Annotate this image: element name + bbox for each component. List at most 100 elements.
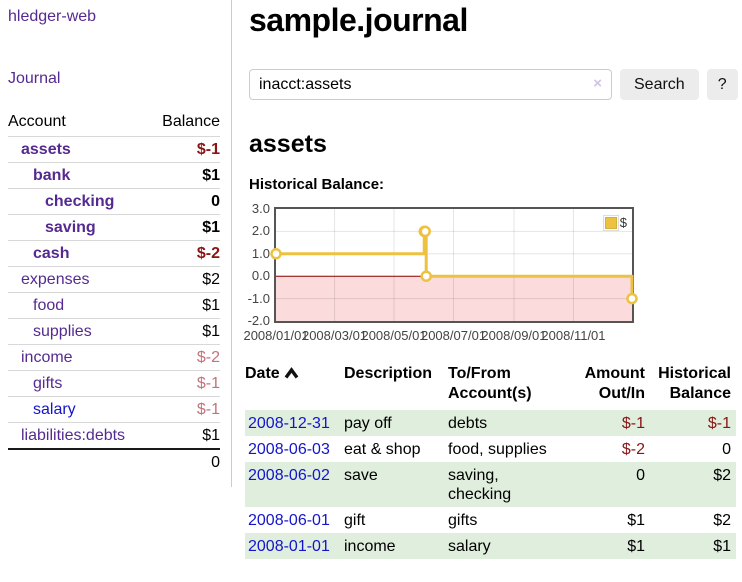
date-link[interactable]: 2008-01-01	[248, 538, 330, 555]
register-table: Date Description To/From Account(s) Amou…	[245, 362, 736, 559]
account-link-bank[interactable]: bank	[33, 167, 71, 184]
help-button[interactable]: ?	[706, 69, 738, 100]
account-link-assets[interactable]: assets	[21, 141, 71, 158]
date-link[interactable]: 2008-06-02	[248, 467, 330, 484]
x-tick-label: 2008/05/01	[361, 328, 427, 343]
register-row: 2008-06-03 eat & shop food, supplies $-2…	[245, 436, 736, 462]
accounts-header-balance: Balance	[162, 113, 220, 130]
balance-cell: $2	[713, 467, 731, 484]
amount-cell: $-1	[621, 415, 645, 432]
date-link[interactable]: 2008-06-03	[248, 441, 330, 458]
account-balance: 0	[149, 188, 220, 215]
accounts-cell: gifts	[448, 512, 478, 529]
historical-balance-chart[interactable]: $ 3.0 2.0 1.0 0.0 -1.0 -2.0 2008/01/01 2008/03…	[243, 201, 669, 349]
x-tick-label: 2008/01/01	[243, 328, 309, 343]
account-heading: assets	[249, 130, 327, 158]
amount-cell: $1	[627, 512, 645, 529]
balance-cell: $1	[713, 538, 731, 555]
account-balance: $1	[149, 214, 220, 241]
accounts-cell: saving, checking	[448, 467, 512, 503]
search-button[interactable]: Search	[620, 69, 699, 100]
legend-label: $	[619, 215, 627, 230]
account-link-checking[interactable]: checking	[45, 193, 115, 210]
account-link-income[interactable]: income	[21, 349, 73, 366]
col-header-accounts-line1: To/From	[448, 365, 511, 382]
col-header-amount: Amount Out/In	[570, 362, 650, 410]
x-tick-label: 2008/11/01	[541, 328, 606, 343]
account-row: income $-2	[8, 344, 220, 371]
register-row: 2008-12-31 pay off debts $-1 $-1	[245, 410, 736, 436]
x-tick-label: 2008/09/01	[481, 328, 547, 343]
clear-search-icon[interactable]: ×	[593, 75, 602, 92]
amount-cell: 0	[636, 467, 645, 484]
sidebar-item-journal[interactable]: Journal	[8, 70, 61, 87]
account-row: cash $-2	[8, 240, 220, 267]
account-balance: $1	[149, 162, 220, 189]
sidebar: hledger-web Journal Account Balance asse…	[0, 0, 232, 487]
balance-cell: $-1	[707, 415, 731, 432]
y-tick-label: 3.0	[251, 201, 270, 216]
account-balance: $-1	[149, 370, 220, 397]
balance-cell: $2	[713, 512, 731, 529]
chart-legend: $	[602, 214, 629, 231]
account-row: saving $1	[8, 214, 220, 241]
account-balance: $-1	[149, 136, 220, 163]
y-tick-label: -1.0	[247, 290, 270, 306]
accounts-cell: food, supplies	[448, 441, 547, 458]
col-header-amount-line2: Out/In	[598, 385, 645, 402]
date-link[interactable]: 2008-12-31	[248, 415, 330, 432]
account-row: supplies $1	[8, 318, 220, 345]
account-link-supplies[interactable]: supplies	[33, 323, 92, 340]
account-balance: $-2	[149, 344, 220, 371]
y-tick-label: 0.0	[251, 268, 270, 284]
amount-cell: $1	[627, 538, 645, 555]
account-link-cash[interactable]: cash	[33, 245, 70, 262]
description-cell: gift	[344, 512, 366, 529]
date-link[interactable]: 2008-06-01	[248, 512, 330, 529]
sort-ascending-icon	[284, 365, 299, 385]
col-header-balance-line2: Balance	[669, 385, 731, 402]
account-row: bank $1	[8, 162, 220, 189]
description-cell: income	[344, 538, 396, 555]
chart-plot-area[interactable]: $	[270, 207, 638, 323]
col-header-accounts: To/From Account(s)	[448, 362, 570, 410]
account-balance: $-1	[149, 396, 220, 423]
account-balance: $1	[149, 318, 220, 345]
col-header-description: Description	[344, 365, 433, 382]
col-header-date-label: Date	[245, 365, 280, 382]
register-header-row: Date Description To/From Account(s) Amou…	[245, 362, 736, 410]
account-row: liabilities:debts $1	[8, 422, 220, 449]
col-header-amount-line1: Amount	[584, 365, 645, 382]
app-title: hledger-web	[8, 8, 225, 26]
search-input[interactable]	[249, 69, 612, 100]
main-content: sample.journal × Search ? assets Histori…	[232, 0, 742, 559]
legend-swatch-icon	[604, 216, 617, 229]
x-tick-label: 2008/07/01	[420, 328, 487, 343]
account-balance: $1	[149, 422, 220, 449]
accounts-header-account: Account	[8, 113, 66, 130]
y-tick-label: -2.0	[247, 313, 270, 328]
account-row: assets $-1	[8, 136, 220, 163]
account-row: checking 0	[8, 188, 220, 215]
col-header-date[interactable]: Date	[245, 362, 344, 410]
account-link-liabilities-debts[interactable]: liabilities:debts	[21, 427, 126, 444]
register-row: 2008-06-02 save saving, checking 0 $2	[245, 462, 736, 507]
chart-title: Historical Balance:	[249, 176, 385, 193]
col-header-balance-line1: Historical	[658, 365, 731, 382]
col-header-balance: Historical Balance	[650, 362, 736, 410]
account-balance: $-2	[149, 240, 220, 267]
account-link-saving[interactable]: saving	[45, 219, 96, 236]
x-tick-label: 2008/03/01	[301, 328, 368, 343]
account-link-food[interactable]: food	[33, 297, 65, 314]
account-row: gifts $-1	[8, 370, 220, 397]
account-link-expenses[interactable]: expenses	[21, 271, 90, 288]
account-link-salary[interactable]: salary	[33, 401, 76, 418]
account-link-gifts[interactable]: gifts	[33, 375, 63, 392]
page-title: sample.journal	[249, 2, 468, 38]
register-row: 2008-01-01 income salary $1 $1	[245, 533, 736, 559]
y-tick-label: 2.0	[251, 223, 270, 239]
register-row: 2008-06-01 gift gifts $1 $2	[245, 507, 736, 533]
accounts-cell: debts	[448, 415, 488, 432]
account-row: food $1	[8, 292, 220, 319]
app-title-link[interactable]: hledger-web	[8, 8, 97, 25]
